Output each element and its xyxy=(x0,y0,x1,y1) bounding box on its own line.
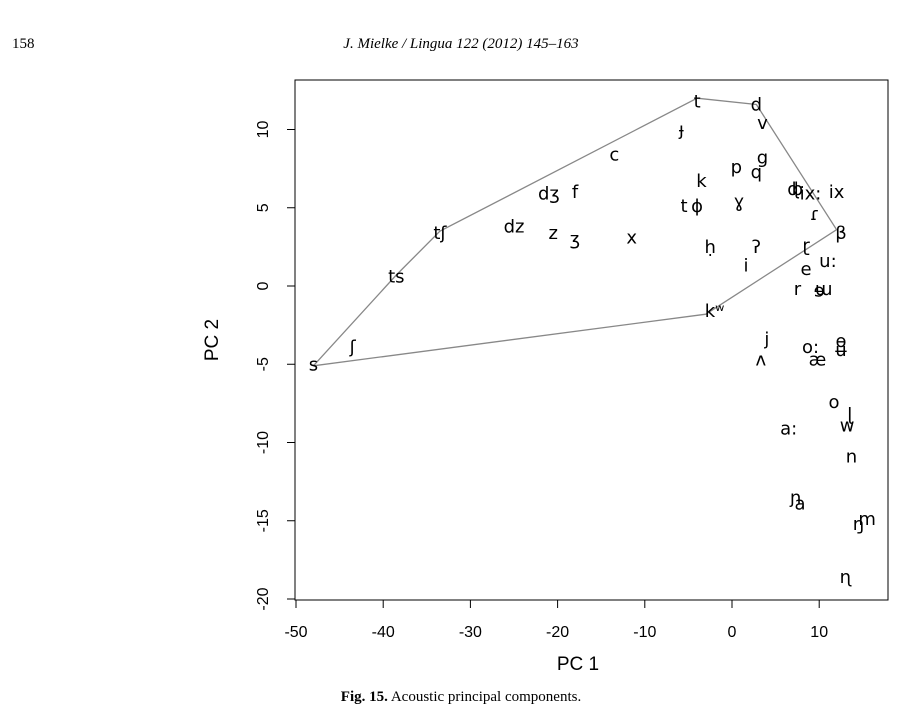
point-label: ɽ xyxy=(802,235,810,256)
x-tick-label: -10 xyxy=(633,624,656,641)
x-tick-label: -20 xyxy=(546,624,569,641)
point-label: ɯ xyxy=(815,279,833,300)
y-tick-label: -5 xyxy=(255,357,272,371)
figure-label: Fig. 15. xyxy=(340,689,388,705)
point-label: dz xyxy=(504,217,525,238)
point-label: q xyxy=(751,162,762,183)
y-tick-label: 0 xyxy=(255,281,272,290)
point-label: e xyxy=(801,259,812,280)
point-label: ɳ xyxy=(840,567,852,588)
point-label: ɸ xyxy=(691,196,703,217)
point-label: c xyxy=(609,145,619,166)
point-label: r xyxy=(794,279,802,300)
point-label: s xyxy=(309,354,318,375)
y-axis: -20 -15 -10 -5 0 5 10 xyxy=(255,121,296,611)
point-label: ʌ xyxy=(755,350,766,371)
point-label: u: xyxy=(819,251,836,272)
y-tick-label: 5 xyxy=(255,203,272,212)
point-label: ɖ xyxy=(787,179,799,200)
point-label: p xyxy=(731,157,742,178)
x-tick-label: 10 xyxy=(810,624,828,641)
point-label: b xyxy=(792,179,803,200)
y-axis-title: PC 2 xyxy=(202,319,223,361)
point-label: a xyxy=(794,494,805,515)
running-header: J. Mielke / Lingua 122 (2012) 145–163 xyxy=(343,36,579,52)
x-tick-label: -50 xyxy=(284,624,307,641)
point-label: ʃ xyxy=(349,337,357,358)
point-label: ts xyxy=(388,267,404,288)
point-label: x xyxy=(626,228,637,249)
point-label: d xyxy=(751,95,762,116)
point-label: tʃ xyxy=(433,223,447,244)
y-tick-label: -10 xyxy=(255,431,272,454)
point-label: g xyxy=(757,148,768,169)
point-label: o xyxy=(828,392,839,413)
point-label: dʒ xyxy=(538,184,560,205)
point-label: æ xyxy=(809,350,827,371)
point-label: w xyxy=(840,415,855,436)
point-label: ɘ xyxy=(814,281,825,302)
point-label: ɭ xyxy=(847,404,853,425)
point-label: ix xyxy=(829,182,845,203)
point-label: z xyxy=(548,223,557,244)
point-label: ɟ xyxy=(678,120,684,141)
convex-hull xyxy=(312,97,838,367)
point-label: ḥ xyxy=(704,237,715,258)
y-tick-label: -15 xyxy=(255,509,272,532)
x-tick-label: -30 xyxy=(459,624,482,641)
x-tick-label: -40 xyxy=(372,624,395,641)
y-tick-label: -20 xyxy=(255,587,272,610)
point-label: n xyxy=(846,447,857,468)
point-label: t xyxy=(680,196,687,217)
point-label: t xyxy=(694,91,701,112)
x-axis: -50 -40 -30 -20 -10 0 10 xyxy=(284,599,828,641)
point-label: ɣ xyxy=(734,192,745,213)
figure-caption-text: Acoustic principal components. xyxy=(390,689,582,705)
plot-frame xyxy=(294,79,889,601)
point-label: β xyxy=(835,223,847,244)
point-label: o: xyxy=(802,337,819,358)
point-label: ɾ xyxy=(810,204,820,225)
figure-caption: Fig. 15. Acoustic principal components. xyxy=(0,689,922,706)
point-label: i xyxy=(743,256,748,277)
point-label: j xyxy=(763,329,769,350)
point-label: f xyxy=(572,182,579,203)
point-label: m xyxy=(858,509,876,530)
point-label: ŋ xyxy=(853,514,864,535)
x-axis-title: PC 1 xyxy=(557,654,599,675)
point-label: v xyxy=(757,113,768,134)
x-tick-label: 0 xyxy=(728,624,737,641)
point-label: kʷ xyxy=(705,301,725,322)
point-label: ɵ xyxy=(835,331,846,352)
point-label: k xyxy=(696,171,707,192)
point-label: ʔ xyxy=(752,237,761,258)
point-label: ʒ xyxy=(570,229,580,250)
point-label: ix: xyxy=(800,184,822,205)
point-label: ɲ xyxy=(789,487,802,508)
y-tick-label: 10 xyxy=(255,121,272,139)
page-number: 158 xyxy=(12,36,35,52)
point-label: a: xyxy=(780,418,797,439)
point-label: ʉ xyxy=(835,340,847,361)
